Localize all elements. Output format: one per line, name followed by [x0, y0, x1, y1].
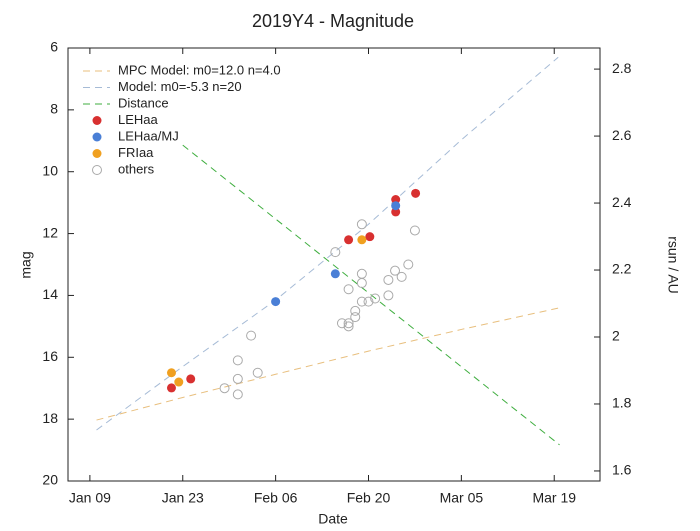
y2-tick-label: 2.2: [612, 261, 632, 277]
y-tick-label: 20: [42, 472, 58, 488]
y-tick-label: 18: [42, 410, 58, 426]
data-point: [271, 297, 281, 307]
data-point: [166, 383, 176, 393]
y-axis-label: mag: [18, 251, 34, 278]
legend-label: LEHaa: [118, 112, 159, 127]
data-point: [391, 201, 401, 211]
x-tick-label: Feb 06: [254, 490, 298, 506]
data-point: [232, 373, 243, 384]
legend-swatch: [92, 132, 102, 142]
x-tick-label: Mar 19: [532, 490, 576, 506]
legend-swatch: [92, 149, 102, 158]
legend-label: others: [118, 161, 155, 176]
data-point: [343, 321, 354, 332]
y-tick-label: 14: [42, 286, 58, 302]
y2-tick-label: 1.6: [612, 462, 632, 478]
data-point: [411, 188, 421, 198]
data-point: [330, 269, 340, 279]
legend-label: Model: m0=-5.3 n=20: [118, 79, 242, 94]
x-tick-label: Jan 09: [69, 490, 111, 506]
data-point: [232, 355, 243, 366]
data-point: [344, 235, 354, 245]
data-point: [383, 290, 394, 301]
y2-tick-label: 2.4: [612, 194, 632, 210]
data-point: [356, 278, 367, 289]
y2-tick-label: 1.8: [612, 395, 632, 411]
data-point: [403, 259, 414, 270]
data-point: [174, 377, 184, 387]
plot-frame: [67, 47, 601, 482]
data-point: [356, 268, 367, 279]
model-line: [96, 56, 559, 431]
data-point: [365, 232, 375, 242]
y-tick-label: 12: [42, 224, 58, 240]
legend-label: FRIaa: [118, 145, 154, 160]
data-point: [219, 383, 230, 394]
chart-title: 2019Y4 - Magnitude: [252, 11, 414, 31]
legend-label: MPC Model: m0=12.0 n=4.0: [118, 62, 281, 77]
legend-label: LEHaa/MJ: [118, 128, 179, 143]
data-point: [391, 195, 401, 205]
data-point: [350, 305, 361, 316]
data-point: [330, 247, 341, 258]
y-tick-label: 10: [42, 162, 58, 178]
data-point: [356, 296, 367, 307]
data-point: [232, 389, 243, 400]
data-point: [343, 284, 354, 295]
y2-axis-label: rsun / AU: [665, 236, 681, 294]
model-line: [182, 144, 560, 446]
data-point: [356, 219, 367, 230]
y2-tick-label: 2.8: [612, 60, 632, 76]
y-tick-label: 6: [50, 39, 58, 55]
y-tick-label: 8: [50, 101, 58, 117]
data-point: [363, 296, 374, 307]
data-point: [390, 265, 401, 276]
data-point: [343, 318, 354, 329]
legend-label: Distance: [118, 95, 169, 110]
data-point: [252, 367, 263, 378]
x-tick-label: Jan 23: [162, 490, 204, 506]
y2-tick-label: 2.6: [612, 127, 632, 143]
legend-swatch: [92, 165, 102, 175]
model-line: [96, 307, 560, 421]
data-point: [246, 330, 257, 341]
data-point: [186, 374, 196, 384]
data-point: [396, 271, 407, 282]
data-point: [350, 312, 361, 323]
data-point: [383, 274, 394, 285]
y-tick-label: 16: [42, 348, 58, 364]
legend-swatch: [92, 116, 102, 125]
x-tick-label: Mar 05: [440, 490, 484, 506]
data-point: [166, 368, 176, 378]
data-point: [357, 235, 367, 245]
x-axis-label: Date: [318, 511, 348, 527]
data-point: [391, 207, 401, 217]
x-tick-label: Feb 20: [347, 490, 391, 506]
y2-tick-label: 2: [612, 328, 620, 344]
data-point: [336, 318, 347, 329]
data-point: [409, 225, 420, 236]
data-point: [370, 293, 381, 304]
